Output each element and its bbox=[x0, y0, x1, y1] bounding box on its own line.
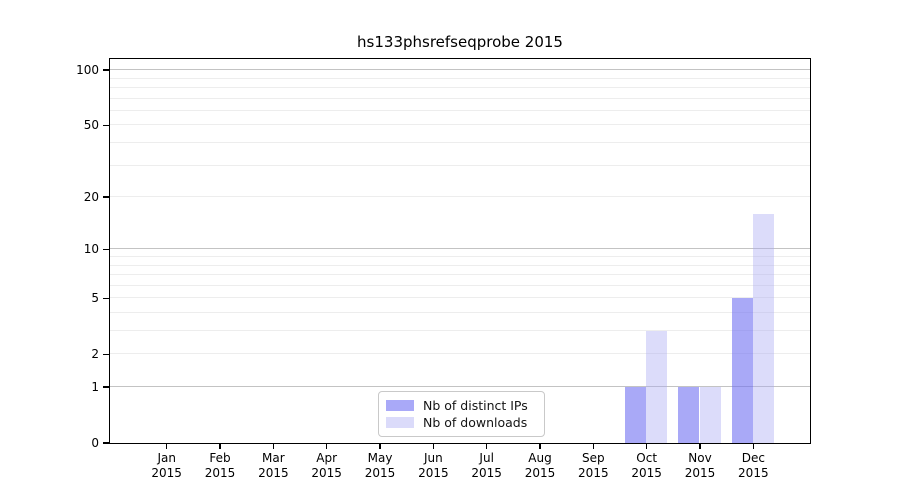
x-tick-label: Jan 2015 bbox=[151, 451, 182, 480]
plot-area bbox=[108, 57, 811, 444]
y-tick bbox=[103, 69, 109, 71]
legend-item-distinct-ips: Nb of distinct IPs bbox=[386, 398, 536, 413]
legend-swatch-downloads bbox=[386, 417, 414, 428]
gridline-minor bbox=[109, 196, 810, 198]
gridline-minor bbox=[109, 330, 810, 331]
y-tick-label: 1 bbox=[91, 380, 99, 394]
x-tick-label: Jun 2015 bbox=[418, 451, 449, 480]
y-tick-label: 0 bbox=[91, 436, 99, 450]
y-tick bbox=[103, 386, 109, 388]
x-tick-label: Aug 2015 bbox=[524, 451, 556, 480]
y-tick bbox=[103, 248, 109, 251]
gridline-minor bbox=[109, 124, 810, 126]
gridline-minor bbox=[109, 109, 810, 111]
x-tick bbox=[165, 443, 168, 449]
gridline-minor bbox=[109, 284, 810, 286]
y-tick-label: 5 bbox=[91, 291, 99, 306]
gridline-minor bbox=[109, 297, 810, 299]
gridline-minor bbox=[109, 255, 810, 257]
x-tick bbox=[272, 443, 275, 449]
y-tick-label: 100 bbox=[76, 63, 99, 78]
gridline-minor bbox=[109, 311, 810, 313]
x-tick bbox=[219, 443, 221, 449]
y-tick bbox=[103, 297, 109, 299]
legend-label-downloads: Nb of downloads bbox=[423, 415, 528, 430]
legend-item-downloads: Nb of downloads bbox=[386, 415, 536, 430]
gridline-minor bbox=[109, 87, 810, 88]
legend-label-distinct-ips: Nb of distinct IPs bbox=[423, 398, 528, 413]
x-tick-label: Oct 2015 bbox=[631, 451, 662, 480]
bar-downloads-dec bbox=[752, 213, 775, 443]
gridline-minor bbox=[109, 97, 810, 99]
x-tick bbox=[752, 443, 755, 449]
y-tick-label: 20 bbox=[83, 190, 99, 205]
x-tick-label: Mar 2015 bbox=[258, 451, 289, 480]
x-tick bbox=[325, 443, 328, 449]
y-tick-label: 50 bbox=[83, 118, 99, 133]
x-tick bbox=[592, 443, 595, 449]
x-tick bbox=[485, 443, 488, 449]
x-tick bbox=[699, 443, 701, 449]
y-tick bbox=[103, 442, 109, 444]
legend: Nb of distinct IPs Nb of downloads bbox=[378, 391, 545, 437]
bar-downloads-oct bbox=[646, 330, 668, 443]
legend-swatch-distinct-ips bbox=[386, 400, 414, 411]
gridline-minor bbox=[109, 274, 810, 276]
x-tick-label: Dec 2015 bbox=[738, 451, 769, 480]
gridline-minor bbox=[109, 142, 810, 143]
bar-downloads-nov bbox=[699, 386, 721, 443]
gridline-major bbox=[109, 69, 810, 71]
gridline-minor bbox=[109, 264, 810, 266]
bar-distinct-ips-dec bbox=[731, 297, 753, 443]
y-tick-label: 10 bbox=[83, 242, 99, 257]
y-tick bbox=[103, 353, 109, 355]
x-tick-label: Feb 2015 bbox=[204, 451, 236, 480]
gridline-major bbox=[109, 248, 810, 250]
gridline-minor bbox=[109, 164, 810, 166]
bar-distinct-ips-nov bbox=[678, 386, 700, 443]
x-tick bbox=[379, 443, 381, 449]
bar-distinct-ips-oct bbox=[624, 386, 647, 443]
y-tick bbox=[103, 196, 109, 198]
gridline-minor bbox=[109, 353, 810, 355]
x-tick-label: May 2015 bbox=[364, 451, 396, 480]
x-tick bbox=[645, 443, 648, 449]
x-tick-label: Sep 2015 bbox=[578, 451, 609, 480]
y-tick-label: 2 bbox=[91, 347, 99, 362]
gridline-major bbox=[109, 386, 810, 387]
x-tick bbox=[432, 443, 435, 449]
x-tick-label: Nov 2015 bbox=[684, 451, 716, 480]
x-tick-label: Apr 2015 bbox=[311, 451, 342, 480]
x-tick-label: Jul 2015 bbox=[471, 451, 502, 480]
chart-title: hs133phsrefseqprobe 2015 bbox=[357, 33, 563, 51]
gridline-minor bbox=[109, 77, 810, 79]
y-tick bbox=[103, 124, 109, 127]
x-tick bbox=[539, 443, 541, 449]
